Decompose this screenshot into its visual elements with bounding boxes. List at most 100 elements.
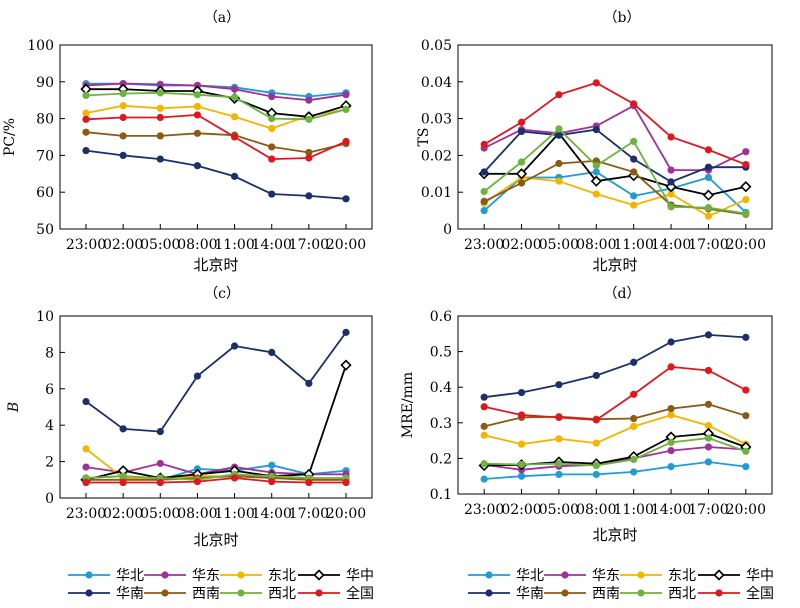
legend-swatch-huabei (468, 571, 510, 579)
legend-item: 东北 (218, 566, 296, 584)
series-line (86, 477, 346, 484)
data-point (119, 113, 127, 122)
data-point (480, 197, 488, 205)
data-point (592, 168, 600, 176)
data-point (305, 379, 313, 387)
data-point (667, 446, 675, 455)
data-point (342, 328, 350, 336)
data-point (630, 414, 638, 423)
series-line (483, 414, 747, 446)
series (480, 458, 750, 483)
x-tick-label: 11:00 (614, 502, 654, 518)
data-point (480, 393, 488, 401)
data-point (555, 413, 563, 422)
y-tick-label: 70 (36, 148, 54, 164)
data-point (517, 118, 526, 126)
y-tick-label: 0.02 (421, 148, 452, 164)
data-point (119, 425, 127, 433)
legend-swatch-dongbei (220, 571, 262, 579)
legend-label: 华东 (192, 568, 220, 584)
legend-marker (161, 571, 169, 579)
legend-label: 西北 (668, 586, 696, 602)
data-point (193, 91, 202, 99)
data-point (704, 331, 713, 339)
data-point (592, 126, 600, 134)
y-tick-label: 8 (45, 345, 54, 361)
legend-item: 全国 (696, 584, 774, 602)
x-tick-label: 02:00 (103, 506, 143, 522)
legend-swatch-dongbei (620, 571, 662, 579)
chart-panel: （a） 50 60 70 80 90 100 23:0002:0005:0008:0011:0… (2, 10, 373, 274)
data-point (592, 416, 600, 424)
y-tick-label: 10 (36, 309, 54, 325)
legend-marker (315, 589, 323, 597)
data-point (268, 190, 276, 198)
data-point (230, 113, 239, 121)
x-tick-label: 08:00 (576, 502, 616, 518)
data-point (555, 131, 563, 139)
legend-label: 全国 (346, 586, 374, 602)
data-point (119, 151, 127, 159)
x-tick-label: 23:00 (66, 506, 106, 522)
data-point (592, 79, 600, 87)
data-point (555, 470, 563, 479)
data-point (630, 390, 638, 398)
legend-label: 东北 (268, 568, 296, 584)
data-point (704, 173, 713, 182)
data-point (342, 137, 350, 146)
x-tick-label: 08:00 (177, 237, 217, 253)
legend-item: 华南 (466, 584, 544, 602)
data-point (268, 472, 276, 480)
data-point (517, 440, 526, 448)
legend-item: 华北 (466, 566, 544, 584)
y-tick-label: 0.03 (421, 112, 452, 128)
data-point (156, 478, 164, 487)
data-point (742, 462, 750, 471)
legend-item: 西北 (218, 584, 296, 602)
data-point (592, 470, 600, 479)
data-point (82, 109, 90, 117)
data-point (517, 411, 526, 419)
data-point (630, 137, 638, 146)
data-point (119, 472, 127, 480)
data-point (704, 434, 713, 442)
legend-marker (161, 589, 169, 597)
x-tick-label: 20:00 (726, 237, 766, 253)
data-point (667, 178, 675, 186)
y-tick-label: 0 (443, 222, 452, 238)
data-point (740, 181, 752, 193)
y-axis-label: MRE/mm (400, 372, 416, 438)
data-point (119, 132, 127, 140)
data-point (630, 168, 638, 176)
data-point (342, 478, 350, 487)
data-point (305, 115, 313, 123)
data-point (555, 91, 563, 99)
panel-title: （a） (204, 10, 240, 26)
x-tick-label: 05:00 (140, 237, 180, 253)
data-point (555, 125, 563, 133)
data-point (630, 155, 638, 163)
data-point (193, 478, 202, 486)
data-point (742, 161, 750, 169)
data-point (156, 155, 164, 163)
data-point (630, 192, 638, 200)
legend-item: 华东 (142, 566, 220, 584)
legend-swatch-huazhong (298, 569, 340, 581)
chart-panel: （c） 0 2 4 6 8 10 23:0002:0005:0008:0011:0014:00… (6, 286, 373, 549)
legend-marker (85, 571, 93, 579)
series-line (85, 131, 347, 154)
legend-marker (237, 589, 245, 597)
series-line (86, 88, 347, 118)
x-axis-label: 北京时 (193, 531, 238, 549)
data-point (193, 129, 202, 137)
data-point (517, 472, 526, 480)
legend-label: 华北 (116, 568, 144, 584)
panel-title: （b） (604, 10, 641, 26)
legend-swatch-xinan (544, 589, 586, 597)
legend-marker (715, 589, 723, 597)
legend-swatch-xibei (220, 589, 262, 597)
y-tick-label: 0.6 (430, 309, 452, 325)
panel-title: （c） (204, 286, 240, 302)
x-tick-label: 05:00 (539, 237, 579, 253)
